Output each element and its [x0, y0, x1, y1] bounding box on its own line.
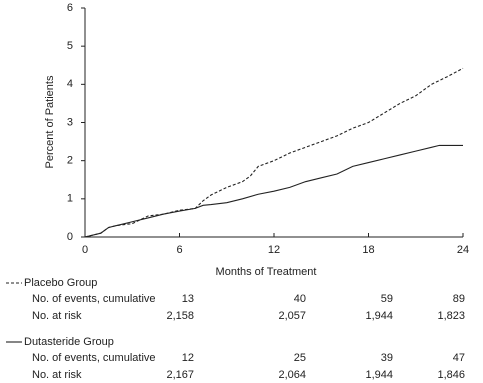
- row-label: No. of events, cumulative: [32, 293, 156, 305]
- table-cell: 59: [381, 293, 393, 305]
- series-line: [84, 144, 463, 238]
- table-cell: 13: [182, 293, 194, 305]
- table-cell: 1,944: [365, 369, 393, 381]
- y-tick-label: 2: [67, 155, 73, 167]
- table-cell: 2,057: [278, 310, 306, 322]
- y-tick-label: 3: [67, 116, 73, 128]
- x-tick-label: 12: [268, 244, 280, 256]
- table-cell: 25: [294, 352, 306, 364]
- table-cell: 1,944: [365, 310, 393, 322]
- legend-label: Dutasteride Group: [24, 336, 114, 348]
- y-tick-label: 5: [67, 40, 73, 52]
- x-tick-label: 18: [362, 244, 374, 256]
- table-cell: 1,846: [437, 369, 465, 381]
- x-tick-label: 0: [82, 244, 88, 256]
- y-tick-label: 6: [67, 2, 73, 14]
- row-label: No. at risk: [32, 369, 82, 381]
- x-axis-label: Months of Treatment: [216, 266, 317, 278]
- table-cell: 89: [453, 293, 465, 305]
- legend-label: Placebo Group: [24, 277, 97, 289]
- table-cell: 2,064: [278, 369, 306, 381]
- y-tick-label: 4: [67, 78, 73, 90]
- row-label: No. at risk: [32, 310, 82, 322]
- y-axis-label: Percent of Patients: [44, 75, 56, 168]
- table-cell: 1,823: [437, 310, 465, 322]
- series-line: [84, 67, 464, 238]
- table-cell: 39: [381, 352, 393, 364]
- x-tick-label: 6: [176, 244, 182, 256]
- table-cell: 2,158: [166, 310, 194, 322]
- table-cell: 2,167: [166, 369, 194, 381]
- row-label: No. of events, cumulative: [32, 352, 156, 364]
- x-tick-label: 24: [457, 244, 469, 256]
- table-cell: 47: [453, 352, 465, 364]
- y-tick-label: 0: [67, 231, 73, 243]
- table-cell: 12: [182, 352, 194, 364]
- table-cell: 40: [294, 293, 306, 305]
- y-tick-label: 1: [67, 193, 73, 205]
